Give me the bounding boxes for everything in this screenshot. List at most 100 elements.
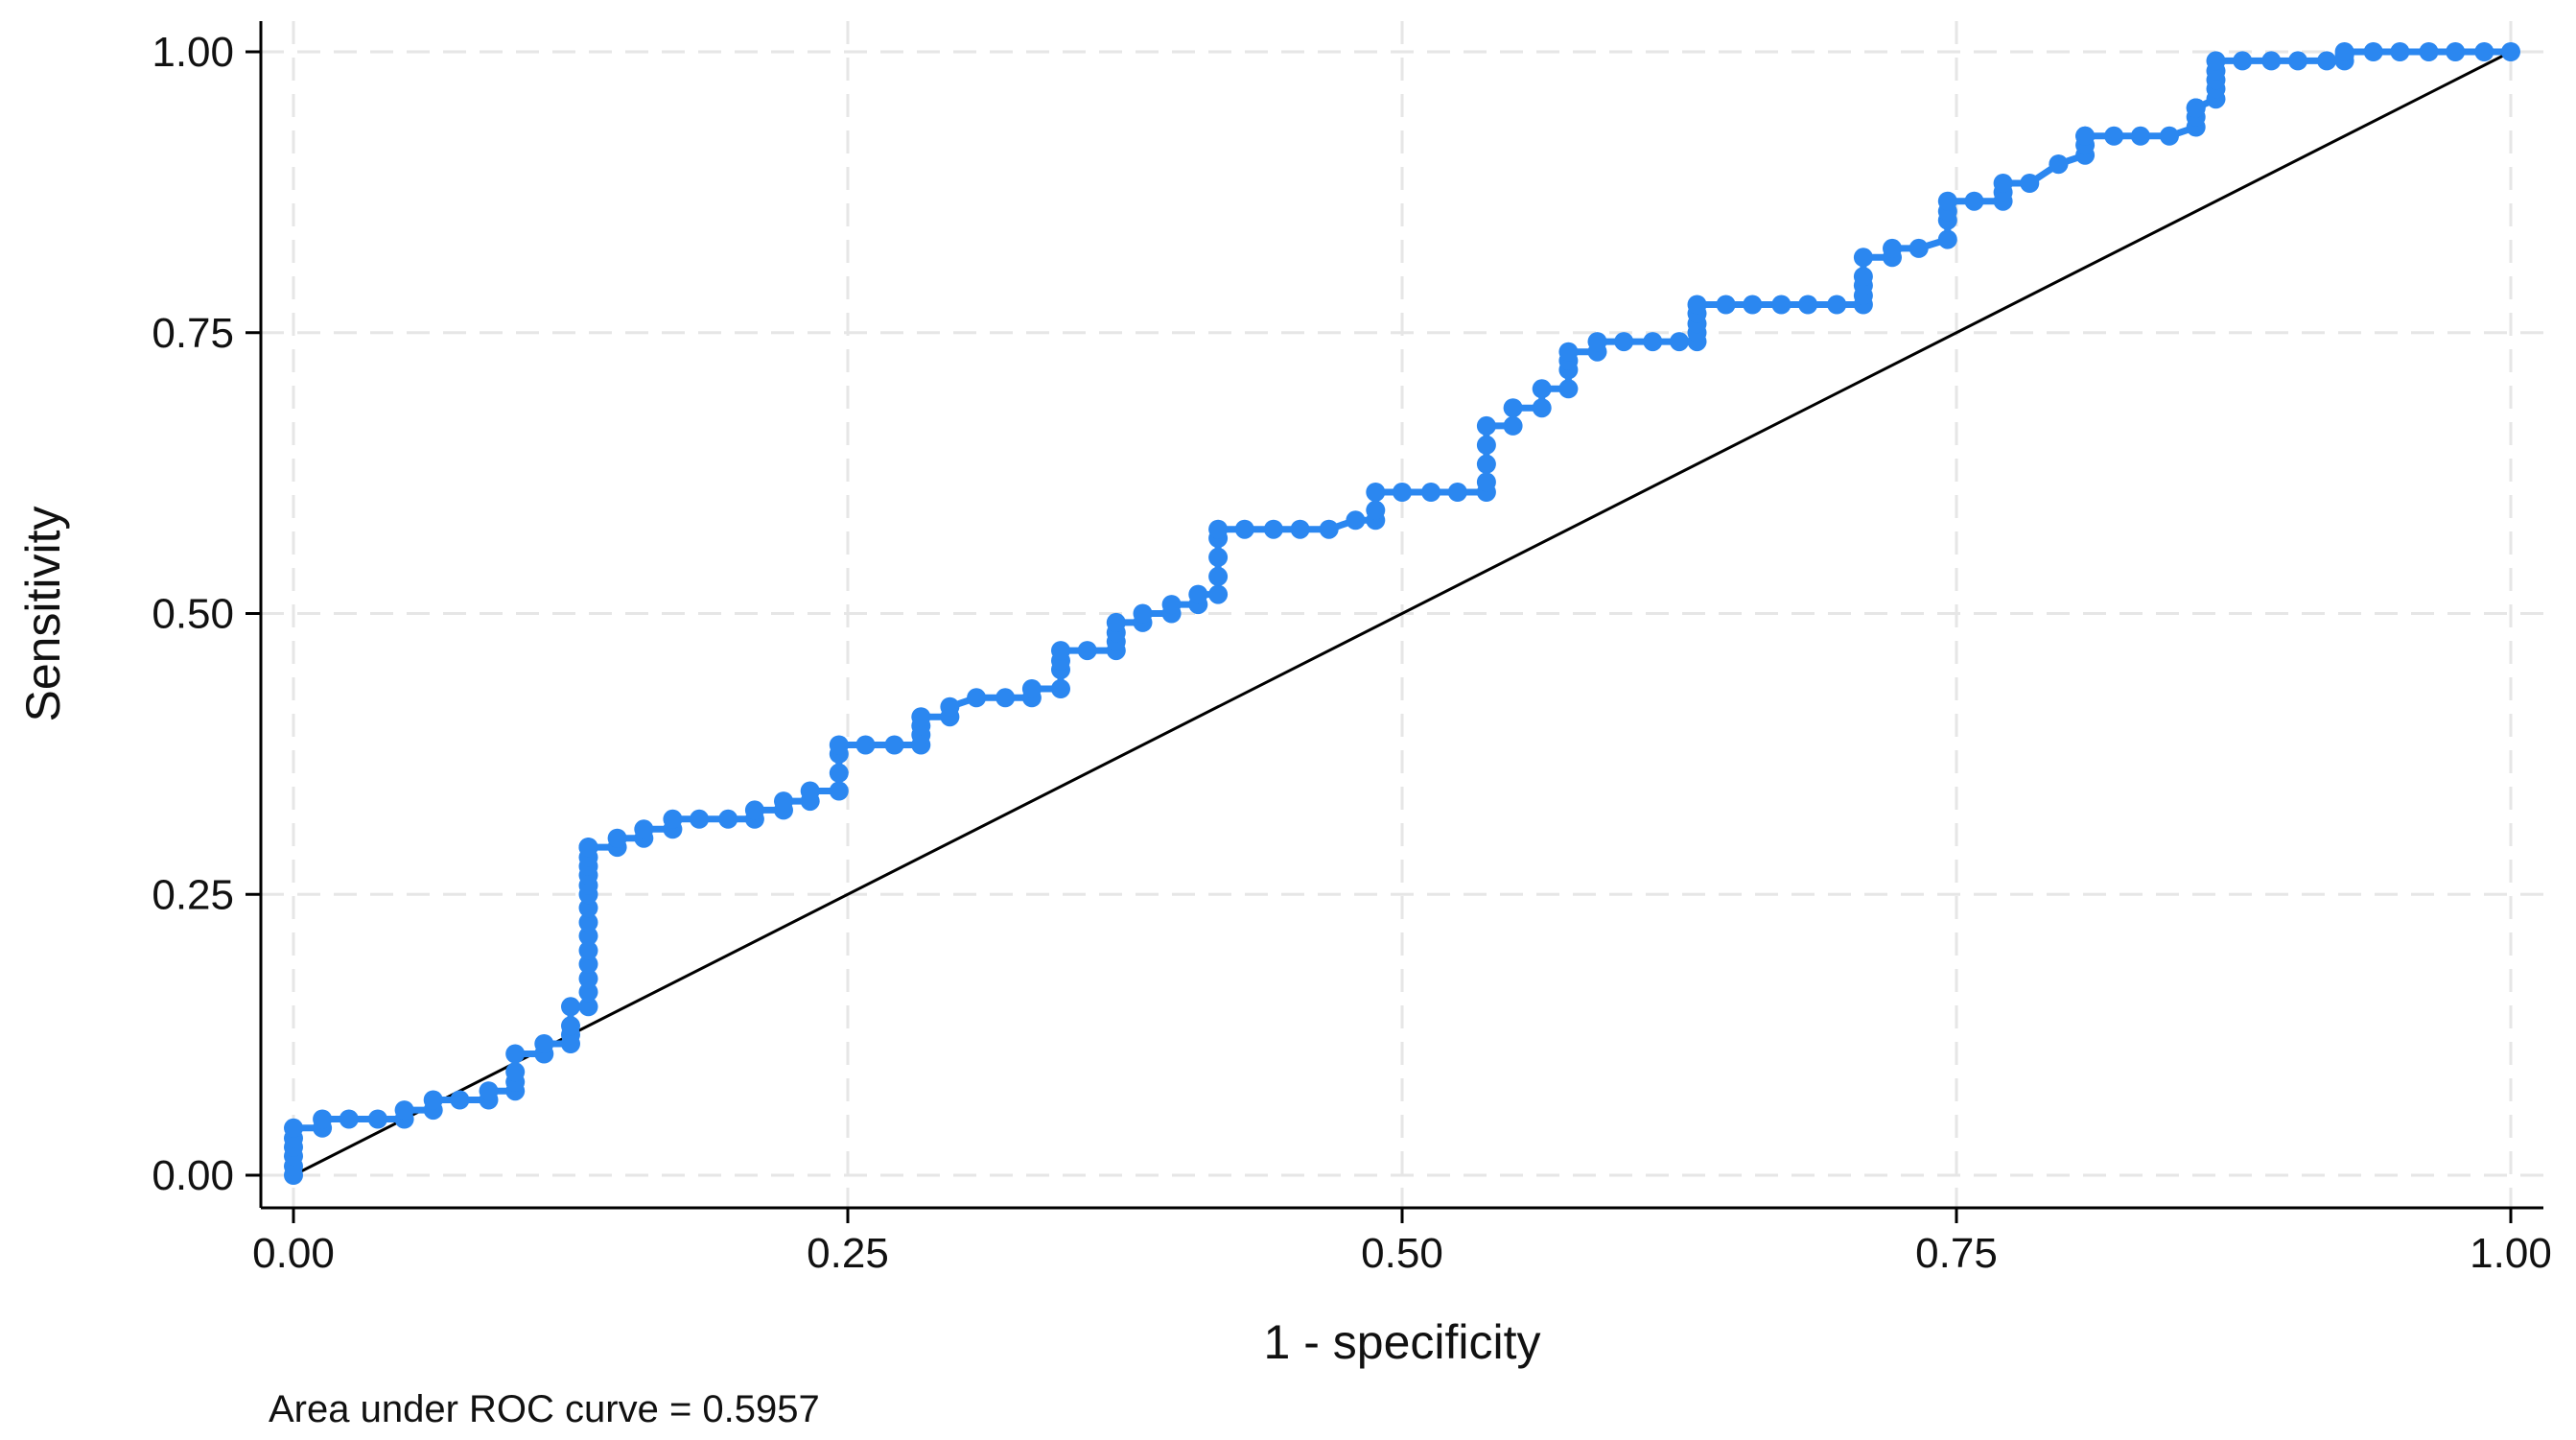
- roc-point: [423, 1090, 443, 1110]
- x-tick-label: 0.75: [1915, 1230, 1998, 1277]
- roc-point: [1476, 415, 1496, 436]
- x-tick-label: 0.25: [807, 1230, 889, 1277]
- roc-point: [1133, 603, 1153, 624]
- roc-point: [634, 819, 654, 839]
- y-tick-label: 0.00: [152, 1152, 234, 1199]
- roc-point: [1937, 229, 1957, 249]
- roc-point: [1366, 483, 1386, 502]
- roc-point: [2104, 126, 2124, 146]
- roc-point: [1937, 191, 1957, 211]
- roc-point: [800, 781, 820, 801]
- roc-point: [718, 809, 738, 829]
- roc-point: [1798, 295, 1818, 315]
- roc-point: [829, 735, 849, 755]
- roc-point: [690, 809, 710, 829]
- roc-point: [1532, 398, 1552, 418]
- roc-point: [2261, 51, 2282, 71]
- x-tick-label: 0.00: [252, 1230, 335, 1277]
- roc-point: [1993, 174, 2013, 193]
- roc-point: [1188, 584, 1208, 604]
- roc-point: [2049, 154, 2069, 175]
- roc-point: [1021, 679, 1042, 698]
- roc-point: [339, 1109, 359, 1129]
- roc-point: [2446, 42, 2466, 61]
- roc-point: [1234, 519, 1254, 539]
- roc-point: [1771, 295, 1791, 315]
- roc-point: [1532, 379, 1552, 399]
- roc-point: [1290, 519, 1310, 539]
- roc-point: [1909, 238, 1929, 258]
- x-tick-label: 1.00: [2470, 1230, 2552, 1277]
- reference-diagonal-line: [293, 50, 2512, 1177]
- roc-point: [1476, 435, 1496, 455]
- roc-point: [1883, 238, 1902, 258]
- roc-point: [1558, 379, 1579, 399]
- roc-point: [1208, 547, 1229, 567]
- roc-point: [284, 1118, 303, 1138]
- roc-point: [855, 735, 876, 755]
- roc-point: [1393, 483, 1412, 502]
- roc-point: [1208, 584, 1229, 604]
- roc-point: [1670, 332, 1689, 352]
- roc-point: [578, 982, 598, 1003]
- roc-point: [2390, 42, 2410, 61]
- roc-point: [1161, 595, 1182, 615]
- roc-point: [1476, 472, 1496, 492]
- roc-point: [1051, 641, 1070, 661]
- roc-point: [829, 781, 849, 801]
- roc-point: [1106, 612, 1126, 632]
- roc-point: [367, 1109, 387, 1129]
- y-tick-label: 1.00: [152, 29, 234, 76]
- grid-lines: [261, 21, 2543, 1208]
- roc-point: [2363, 42, 2383, 61]
- roc-point: [1827, 295, 1847, 315]
- roc-point: [2130, 126, 2150, 146]
- x-axis-title: 1 - specificity: [1264, 1315, 1541, 1369]
- roc-point: [394, 1100, 414, 1121]
- roc-point: [1346, 510, 1366, 531]
- roc-point: [561, 997, 580, 1017]
- roc-point: [505, 1044, 526, 1064]
- y-tick-label: 0.75: [152, 310, 234, 357]
- roc-point: [2186, 98, 2206, 118]
- roc-point: [1614, 332, 1634, 352]
- y-tick-label: 0.50: [152, 591, 234, 638]
- roc-point: [1643, 332, 1663, 352]
- roc-point: [505, 1062, 526, 1082]
- roc-point: [1051, 679, 1070, 698]
- auc-note: Area under ROC curve = 0.5957: [269, 1388, 820, 1430]
- roc-point: [1366, 500, 1386, 520]
- roc-point: [2334, 42, 2354, 61]
- roc-point: [1263, 519, 1283, 539]
- roc-point: [578, 940, 598, 960]
- roc-point: [1077, 641, 1097, 661]
- roc-point: [578, 926, 598, 946]
- roc-point: [1208, 519, 1229, 539]
- roc-point: [911, 707, 931, 727]
- roc-point: [2233, 51, 2253, 71]
- roc-point: [2317, 51, 2337, 71]
- roc-point: [2288, 51, 2307, 71]
- roc-point: [1319, 519, 1339, 539]
- roc-point: [313, 1109, 333, 1129]
- roc-point: [2160, 126, 2179, 146]
- roc-point: [2474, 42, 2494, 61]
- roc-point: [1853, 248, 1873, 268]
- roc-point: [578, 969, 598, 989]
- roc-point: [1503, 415, 1523, 436]
- roc-point: [2419, 42, 2439, 61]
- roc-point: [561, 1016, 580, 1036]
- roc-point: [1558, 342, 1579, 362]
- roc-point: [1716, 295, 1736, 315]
- roc-point: [578, 954, 598, 974]
- x-tick-label: 0.50: [1361, 1230, 1443, 1277]
- roc-point: [1687, 295, 1707, 315]
- roc-point: [2206, 51, 2226, 71]
- roc-point: [578, 912, 598, 932]
- axis-ticks: 0.00 0.25 0.50 0.75 1.00 0.00 0.25 0.50 0.75 1.00: [152, 29, 2551, 1277]
- roc-point: [774, 791, 793, 812]
- roc-point: [1208, 566, 1229, 586]
- roc-point: [479, 1081, 499, 1101]
- roc-point: [450, 1090, 470, 1110]
